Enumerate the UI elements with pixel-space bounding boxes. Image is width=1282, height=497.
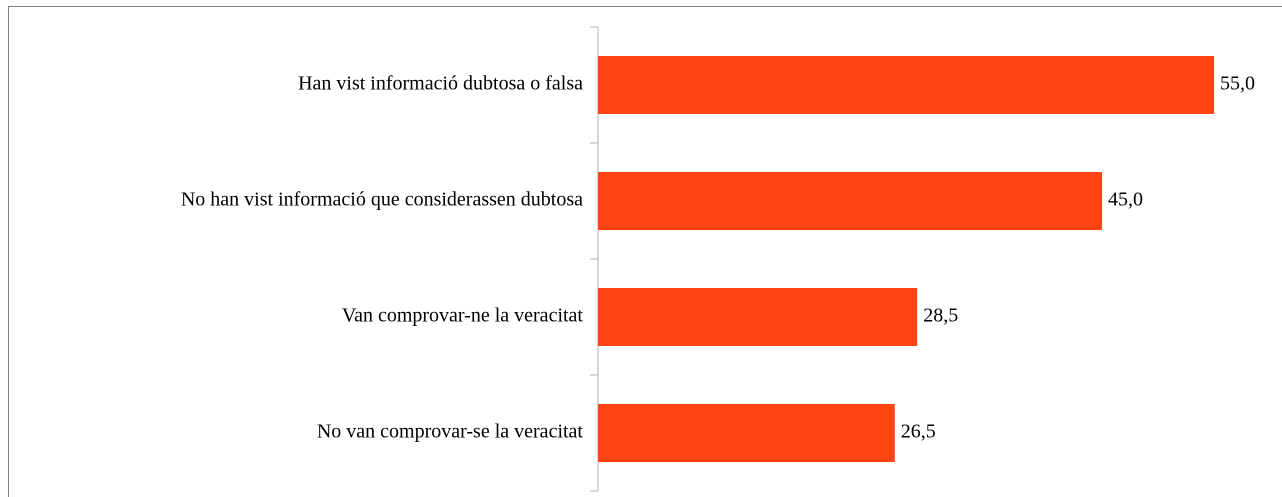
y-tick-label: Han vist informació dubtosa o falsa (298, 73, 583, 95)
y-tick-label: No van comprovar-se la veracitat (317, 421, 584, 443)
bar (598, 56, 1214, 114)
value-label: 28,5 (923, 305, 958, 327)
chart-frame (8, 6, 1282, 497)
value-label: 26,5 (901, 421, 936, 443)
value-label: 55,0 (1220, 73, 1255, 95)
bar (598, 404, 895, 462)
bar (598, 288, 918, 346)
y-tick-label: Van comprovar-ne la veracitat (342, 305, 584, 327)
value-label: 45,0 (1108, 189, 1143, 211)
bar (598, 172, 1102, 230)
y-tick-label: No han vist informació que considerassen… (181, 189, 583, 211)
